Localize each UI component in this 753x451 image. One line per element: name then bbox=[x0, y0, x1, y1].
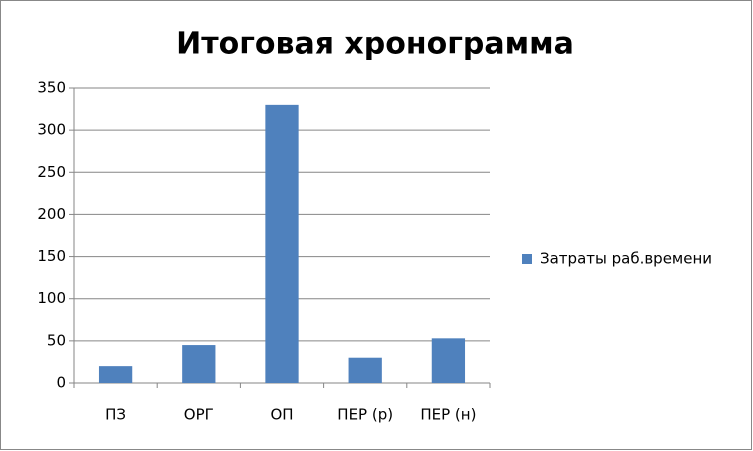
y-tick-label: 100 bbox=[37, 289, 66, 307]
y-tick-label: 50 bbox=[47, 331, 66, 349]
x-tick-label: ПЕР (р) bbox=[337, 406, 393, 424]
x-tick-label: ПЗ bbox=[105, 406, 126, 424]
bar bbox=[98, 366, 133, 383]
y-tick-label: 300 bbox=[37, 121, 66, 139]
bar bbox=[182, 345, 216, 383]
y-tick-label: 250 bbox=[37, 163, 66, 181]
x-tick-label: ОП bbox=[270, 406, 293, 424]
y-tick-label: 150 bbox=[37, 247, 66, 265]
x-tick-label: ПЕР (н) bbox=[420, 406, 476, 424]
legend-label: Затраты раб.времени bbox=[540, 250, 712, 268]
bar bbox=[348, 357, 382, 383]
y-tick-label: 0 bbox=[56, 374, 66, 392]
legend-swatch bbox=[522, 254, 532, 264]
x-tick-label: ОРГ bbox=[184, 406, 214, 424]
bar bbox=[431, 338, 466, 383]
chart-title: Итоговая хронограмма bbox=[176, 27, 574, 62]
y-tick-label: 200 bbox=[37, 205, 66, 223]
y-tick-label: 350 bbox=[37, 79, 66, 97]
bar bbox=[265, 104, 299, 383]
